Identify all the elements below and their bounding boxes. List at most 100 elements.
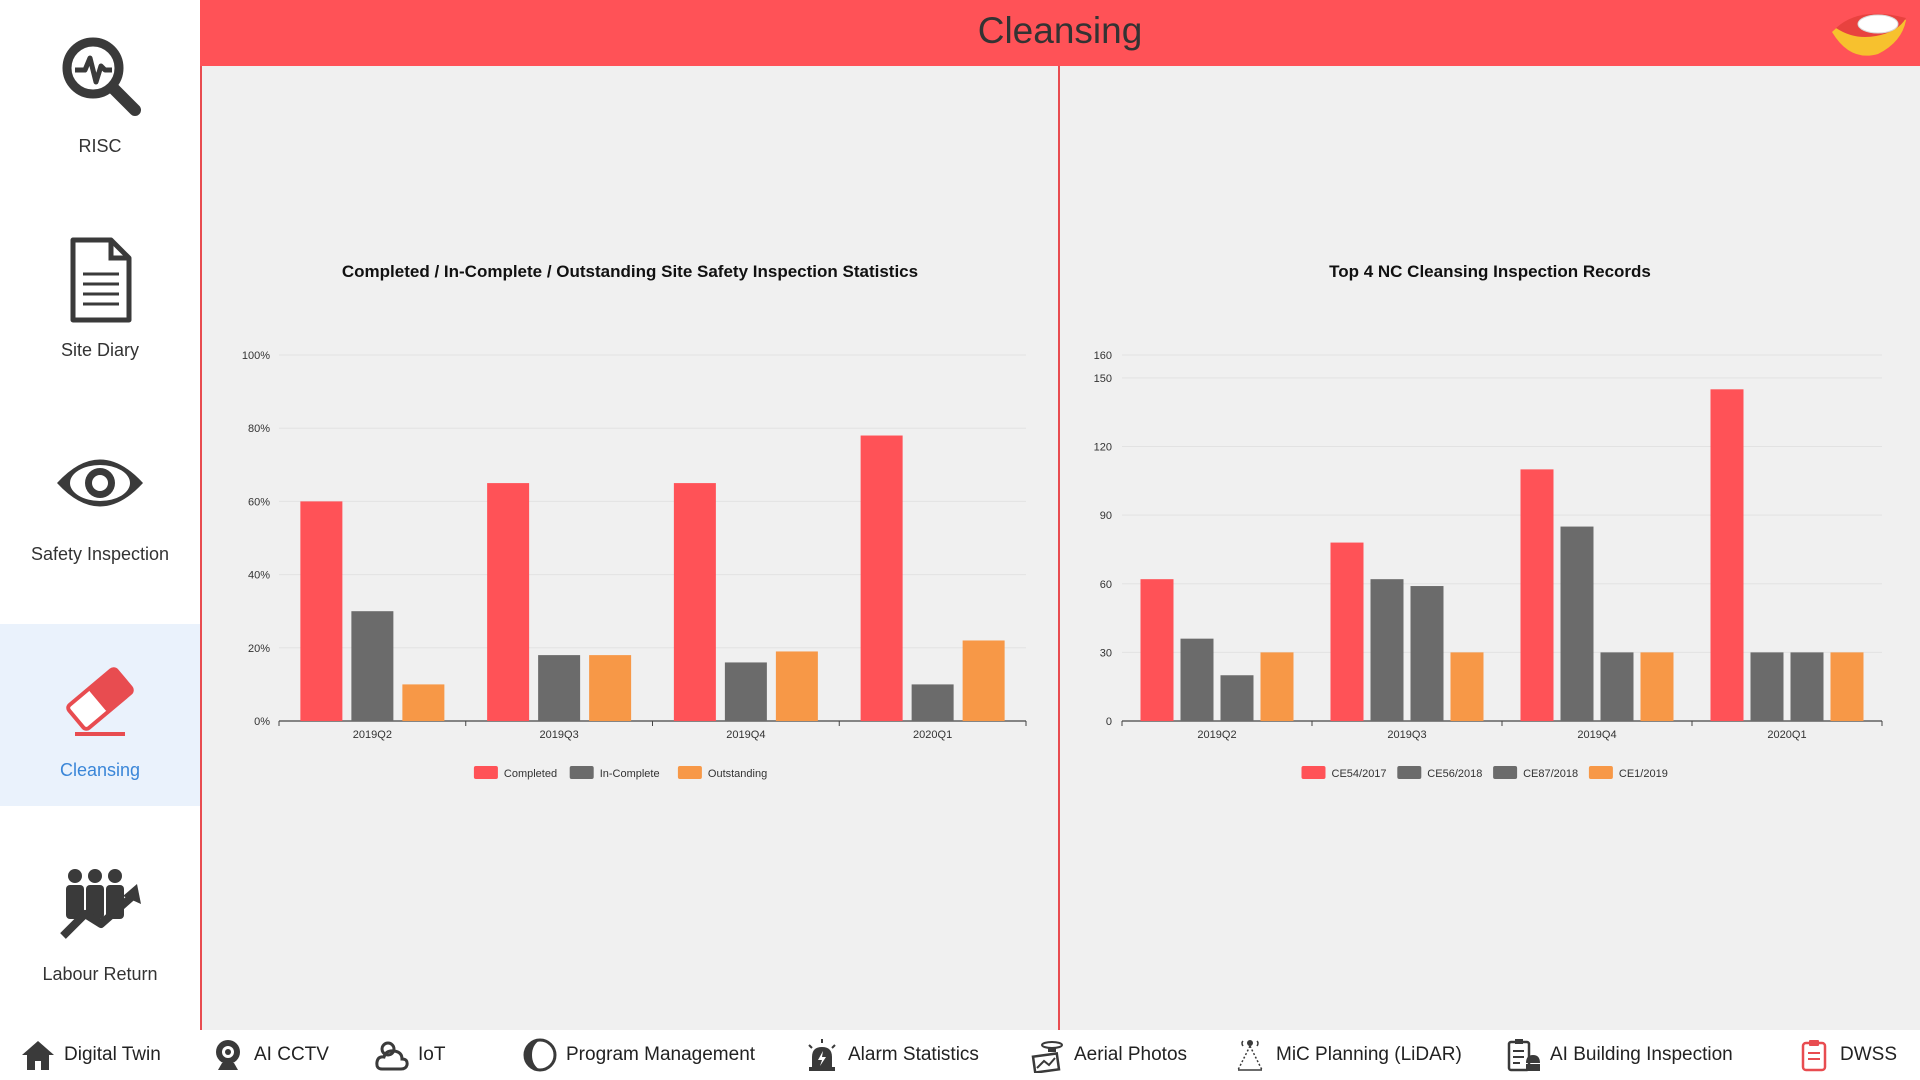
bar[interactable] <box>1710 389 1744 721</box>
legend-label[interactable]: CE54/2017 <box>1332 768 1387 780</box>
bar[interactable] <box>1560 526 1594 721</box>
bar[interactable] <box>1330 542 1364 721</box>
legend-label[interactable]: CE87/2018 <box>1523 768 1578 780</box>
y-tick-label: 120 <box>1094 442 1112 454</box>
nav-dwss[interactable]: DWSS <box>1796 1030 1897 1080</box>
nav-label: Alarm Statistics <box>848 1044 979 1065</box>
chart-panel-nc-records: Top 4 NC Cleansing Inspection Records 0 30… <box>1060 66 1920 1030</box>
bar[interactable] <box>402 684 445 721</box>
bar[interactable] <box>589 655 632 721</box>
x-tick-label: 2020Q1 <box>1767 729 1806 741</box>
sidebar-item-cleansing[interactable]: Cleansing <box>0 624 200 806</box>
bar[interactable] <box>1750 652 1784 721</box>
eye-icon <box>57 459 143 507</box>
bar[interactable] <box>1640 652 1674 721</box>
nav-alarm-statistics[interactable]: Alarm Statistics <box>804 1030 979 1080</box>
bar[interactable] <box>351 611 394 721</box>
legend-label[interactable]: In-Complete <box>600 768 660 780</box>
bar[interactable] <box>538 655 581 721</box>
legend-label[interactable]: Completed <box>504 768 557 780</box>
bar[interactable] <box>1370 579 1404 721</box>
nav-ai-cctv[interactable]: AI CCTV <box>210 1030 329 1080</box>
bar[interactable] <box>487 483 530 721</box>
main-content: Completed / In-Complete / Outstanding Si… <box>200 66 1920 1030</box>
nav-label: MiC Planning (LiDAR) <box>1276 1044 1462 1065</box>
nav-label: AI CCTV <box>254 1044 329 1065</box>
sidebar-item-label: Site Diary <box>60 340 140 360</box>
legend-swatch[interactable] <box>569 766 594 779</box>
bar[interactable] <box>1260 652 1294 721</box>
legend-swatch[interactable] <box>1493 766 1518 779</box>
bar[interactable] <box>1790 652 1824 721</box>
webcam-icon <box>216 1040 240 1070</box>
sidebar: RISC Site Diary Safety Inspection <box>0 0 200 1030</box>
y-tick-label: 150 <box>1094 373 1112 385</box>
bar[interactable] <box>962 640 1005 721</box>
nav-label: DWSS <box>1840 1044 1897 1065</box>
siren-icon <box>808 1039 836 1071</box>
bar[interactable] <box>1600 652 1634 721</box>
sidebar-item-labour-return[interactable]: Labour Return <box>0 828 200 1010</box>
x-tick-label: 2019Q2 <box>353 729 392 741</box>
bar[interactable] <box>775 651 818 721</box>
nav-digital-twin[interactable]: Digital Twin <box>20 1030 161 1080</box>
legend-swatch[interactable] <box>1397 766 1422 779</box>
legend-swatch[interactable] <box>677 766 702 779</box>
legend-swatch[interactable] <box>1588 766 1613 779</box>
logo <box>1832 13 1906 56</box>
bar[interactable] <box>1520 469 1554 721</box>
nav-label: Digital Twin <box>64 1044 161 1065</box>
y-tick-label: 80% <box>248 423 270 435</box>
bar[interactable] <box>724 662 767 721</box>
sidebar-item-safety-inspection[interactable]: Safety Inspection <box>0 408 200 590</box>
bar[interactable] <box>1140 579 1174 721</box>
nav-mic-planning-lidar[interactable]: MiC Planning (LiDAR) <box>1232 1030 1462 1080</box>
sidebar-item-site-diary[interactable]: Site Diary <box>0 204 200 386</box>
eraser-icon <box>66 667 134 736</box>
y-tick-label: 30 <box>1100 647 1112 659</box>
bar[interactable] <box>300 501 343 721</box>
bar[interactable] <box>911 684 954 721</box>
nav-ai-building-inspection[interactable]: AI Building Inspection <box>1506 1030 1733 1080</box>
chart-panel-inspection-statistics: Completed / In-Complete / Outstanding Si… <box>200 66 1060 1030</box>
bar[interactable] <box>860 435 903 721</box>
y-tick-label: 100% <box>242 350 270 362</box>
x-tick-label: 2019Q3 <box>1387 729 1426 741</box>
nav-iot[interactable]: IoT <box>374 1030 445 1080</box>
legend-swatch[interactable] <box>1301 766 1326 779</box>
legend-swatch[interactable] <box>473 766 498 779</box>
lidar-icon <box>1237 1040 1263 1071</box>
inspection-statistics-chart: Completed / In-Complete / Outstanding Si… <box>242 262 1027 780</box>
legend-label[interactable]: Outstanding <box>708 768 767 780</box>
legend-label[interactable]: CE56/2018 <box>1427 768 1482 780</box>
sidebar-item-risc[interactable]: RISC <box>0 0 200 182</box>
y-tick-label: 0 <box>1106 716 1112 728</box>
x-tick-label: 2019Q2 <box>1197 729 1236 741</box>
legend-label[interactable]: CE1/2019 <box>1619 768 1668 780</box>
document-icon <box>70 237 132 323</box>
bar[interactable] <box>1180 638 1214 721</box>
x-tick-label: 2019Q4 <box>726 729 765 741</box>
nav-label: AI Building Inspection <box>1550 1044 1733 1065</box>
y-tick-label: 60 <box>1100 579 1112 591</box>
bar[interactable] <box>1830 652 1864 721</box>
nav-program-management[interactable]: Program Management <box>522 1030 755 1080</box>
bar[interactable] <box>1220 675 1254 721</box>
workers-chart-icon <box>60 869 141 939</box>
page-title: Cleansing <box>977 10 1143 51</box>
bar[interactable] <box>1450 652 1484 721</box>
drone-icon <box>1031 1041 1063 1073</box>
bar[interactable] <box>1410 586 1444 721</box>
y-tick-label: 160 <box>1094 350 1112 362</box>
home-icon <box>22 1041 54 1070</box>
y-tick-label: 90 <box>1100 510 1112 522</box>
nav-aerial-photos[interactable]: Aerial Photos <box>1030 1030 1187 1080</box>
y-tick-label: 20% <box>248 643 270 655</box>
chart-title: Top 4 NC Cleansing Inspection Records <box>1329 262 1651 281</box>
x-tick-label: 2020Q1 <box>913 729 952 741</box>
magnifier-heartbeat-icon <box>62 37 141 116</box>
cloud-sun-icon <box>375 1041 409 1071</box>
nav-label: Program Management <box>566 1044 756 1065</box>
nav-label: IoT <box>418 1044 446 1065</box>
bar[interactable] <box>673 483 716 721</box>
